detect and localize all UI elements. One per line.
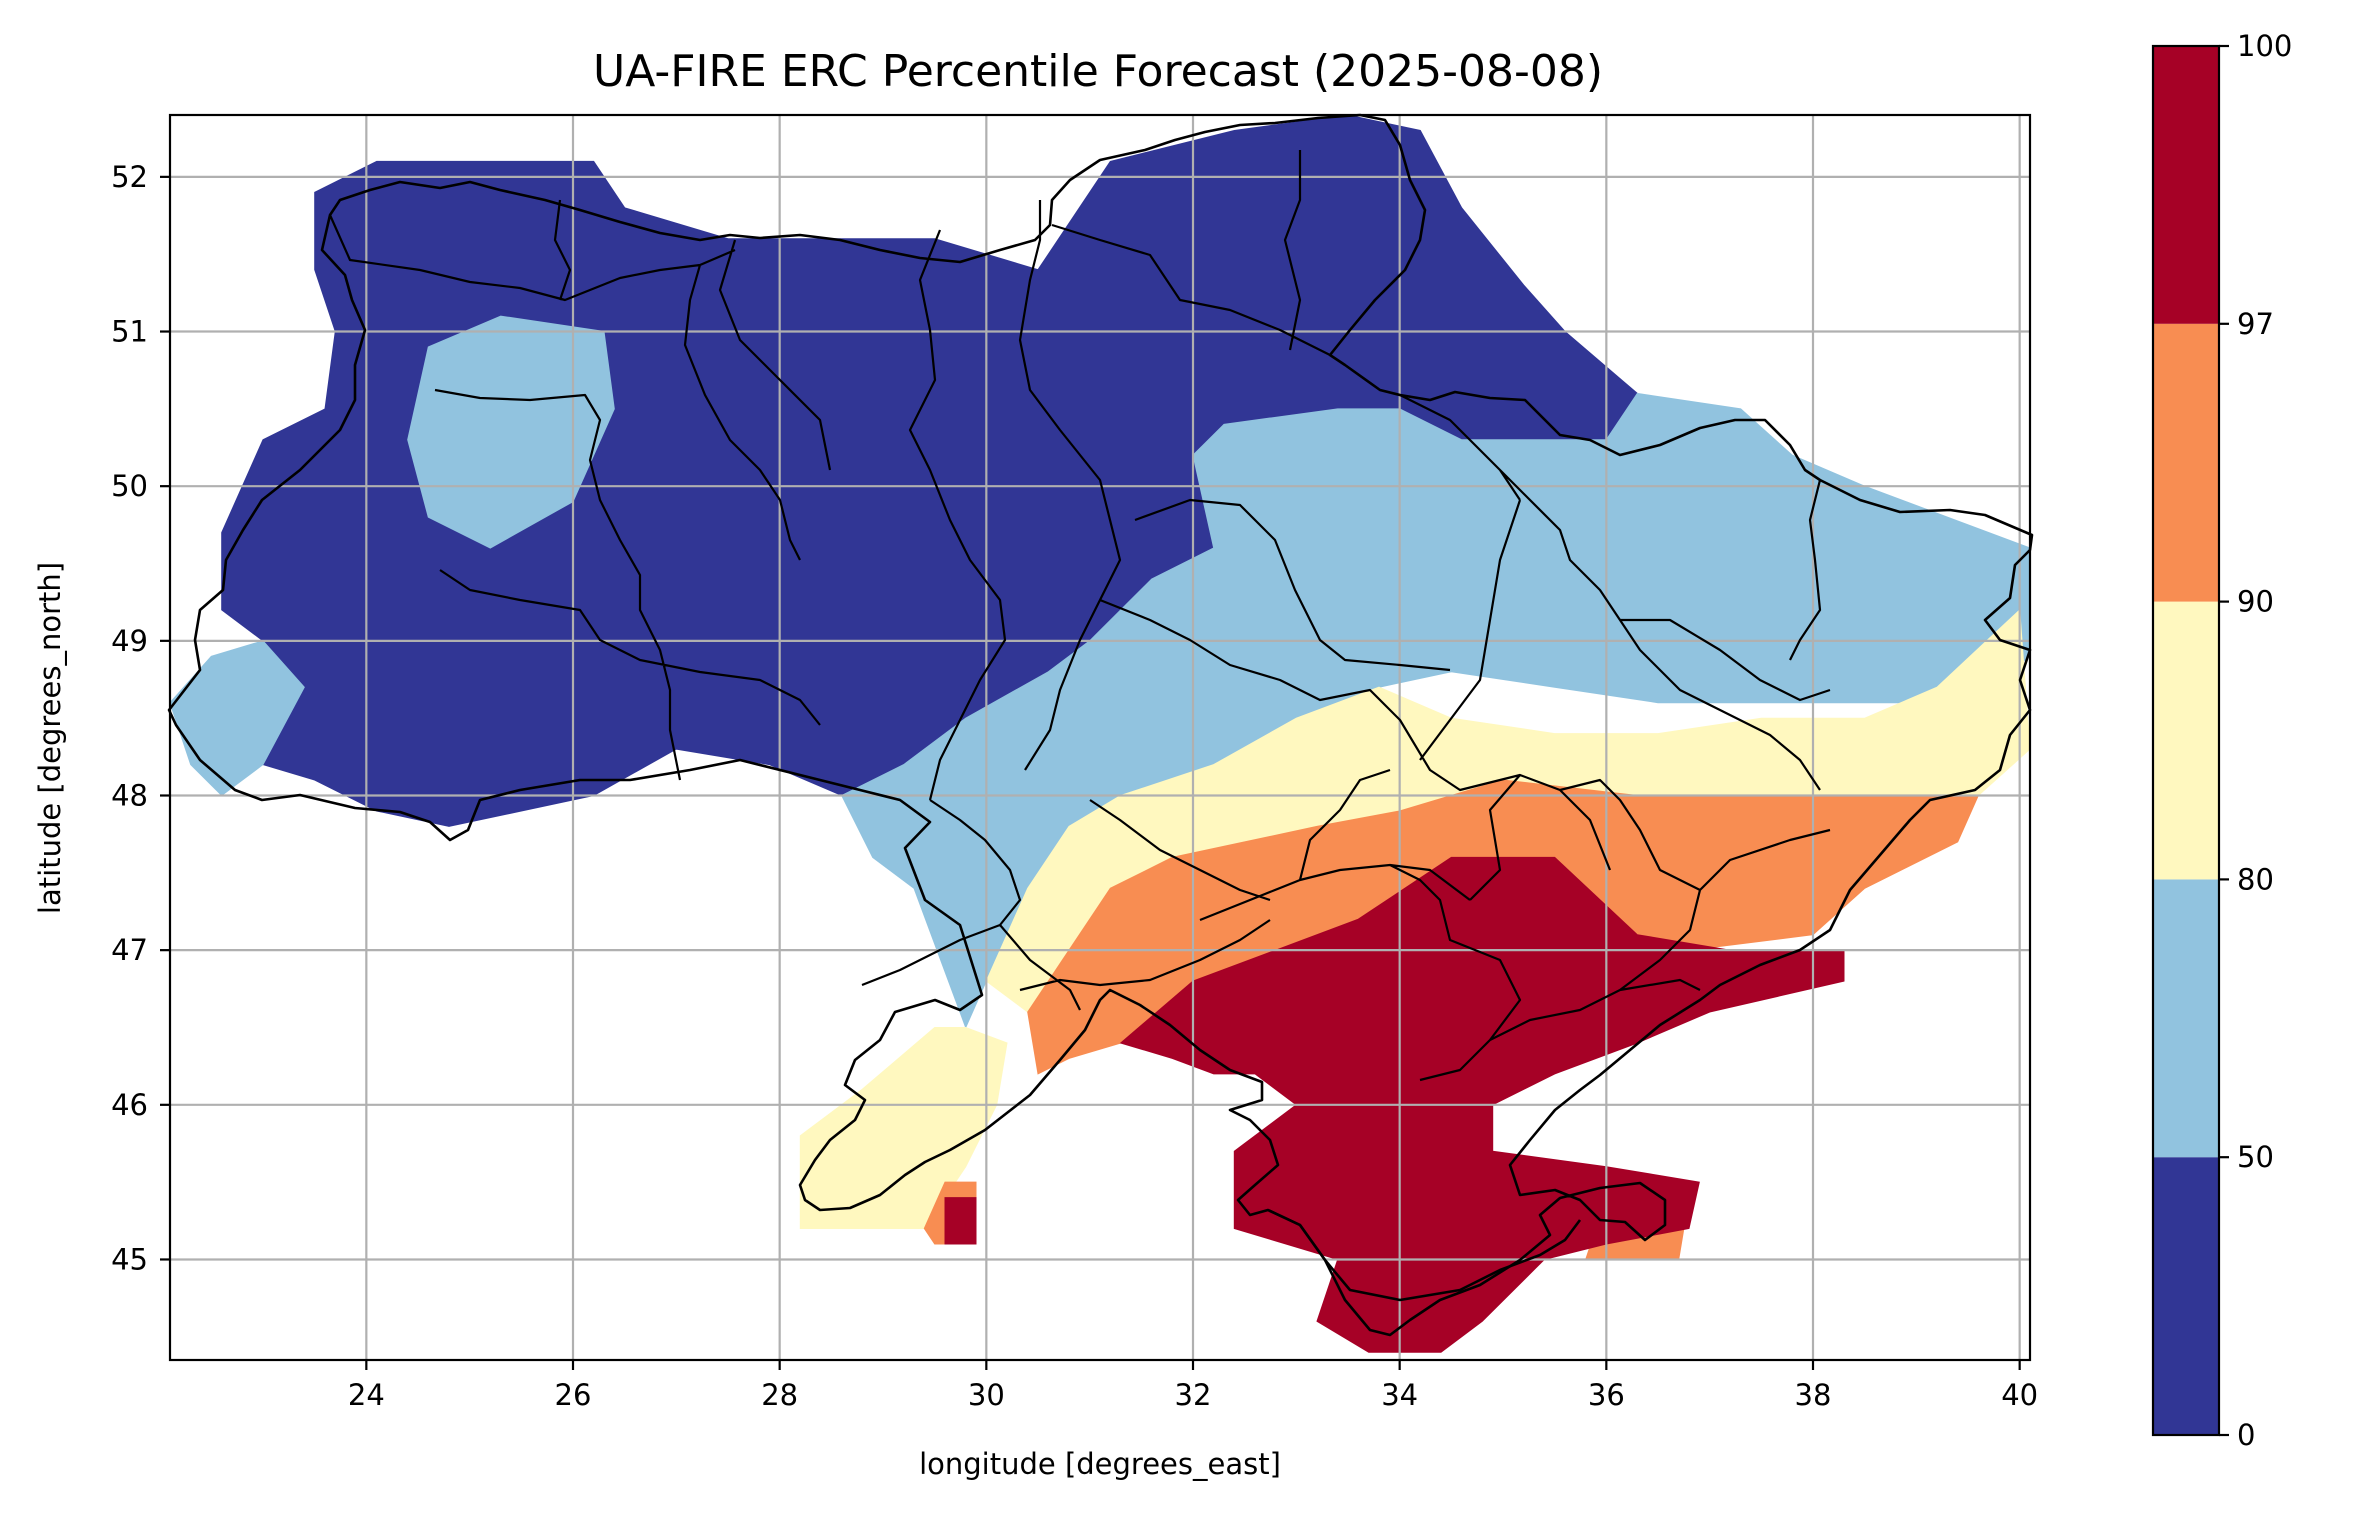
colorbar-tick-label: 80 bbox=[2237, 862, 2274, 896]
x-tick-label: 32 bbox=[1175, 1378, 1212, 1412]
colorbar-tick-label: 100 bbox=[2237, 29, 2292, 63]
y-tick-label: 49 bbox=[111, 624, 148, 658]
y-tick-label: 50 bbox=[111, 469, 148, 503]
colorbar-tick-label: 90 bbox=[2237, 585, 2274, 619]
y-axis-label: latitude [degrees_north] bbox=[33, 562, 67, 914]
colorbar-band-80-90 bbox=[2153, 601, 2219, 880]
y-tick-label: 51 bbox=[111, 315, 148, 349]
colorbar-tick-label: 50 bbox=[2237, 1140, 2274, 1174]
axis-ticks: 24 26 28 30 32 34 36 38 40 45 46 47 48 49 50 51 52 bbox=[111, 160, 2038, 1412]
x-tick-label: 36 bbox=[1588, 1378, 1625, 1412]
axes-frame bbox=[168, 113, 2032, 1362]
map-axes: 24 26 28 30 32 34 36 38 40 45 46 47 48 49 50 51 52 bbox=[111, 113, 2038, 1412]
colorbar-bands bbox=[2153, 46, 2219, 1435]
gridlines bbox=[170, 115, 2030, 1360]
colorbar-tick-label: 0 bbox=[2237, 1418, 2255, 1452]
y-tick-label: 46 bbox=[111, 1088, 148, 1122]
x-tick-label: 30 bbox=[968, 1378, 1005, 1412]
region-50-80-2 bbox=[169, 640, 305, 797]
x-tick-label: 28 bbox=[761, 1378, 798, 1412]
colorbar-band-0-50 bbox=[2153, 1157, 2219, 1435]
figure-title: UA-FIRE ERC Percentile Forecast (2025-08… bbox=[593, 46, 1603, 97]
country-borders bbox=[167, 113, 2034, 1337]
colorbar-tick-label: 97 bbox=[2237, 307, 2274, 341]
y-tick-label: 45 bbox=[111, 1242, 148, 1276]
ukraine-border bbox=[167, 113, 2034, 1337]
crimea-coast bbox=[1267, 1208, 1582, 1302]
colorbar-ticks: 0 50 80 90 97 100 bbox=[2219, 29, 2292, 1452]
y-tick-label: 48 bbox=[111, 778, 148, 812]
colorbar-band-97-100 bbox=[2153, 46, 2219, 324]
x-tick-label: 40 bbox=[2001, 1378, 2038, 1412]
colorbar-frame bbox=[2151, 44, 2221, 1437]
y-tick-label: 47 bbox=[111, 933, 148, 967]
colorbar-band-90-97 bbox=[2153, 323, 2219, 602]
region-97-100-10 bbox=[944, 1197, 977, 1245]
x-tick-label: 38 bbox=[1795, 1378, 1832, 1412]
internal-boundaries bbox=[328, 150, 1831, 1082]
x-tick-label: 26 bbox=[555, 1378, 592, 1412]
percentile-regions bbox=[169, 114, 2031, 1353]
colorbar: 0 50 80 90 97 100 bbox=[2151, 29, 2292, 1452]
x-tick-label: 24 bbox=[348, 1378, 385, 1412]
y-tick-label: 52 bbox=[111, 160, 148, 194]
x-axis-label: longitude [degrees_east] bbox=[919, 1447, 1281, 1481]
x-tick-label: 34 bbox=[1381, 1378, 1418, 1412]
colorbar-band-50-80 bbox=[2153, 879, 2219, 1158]
